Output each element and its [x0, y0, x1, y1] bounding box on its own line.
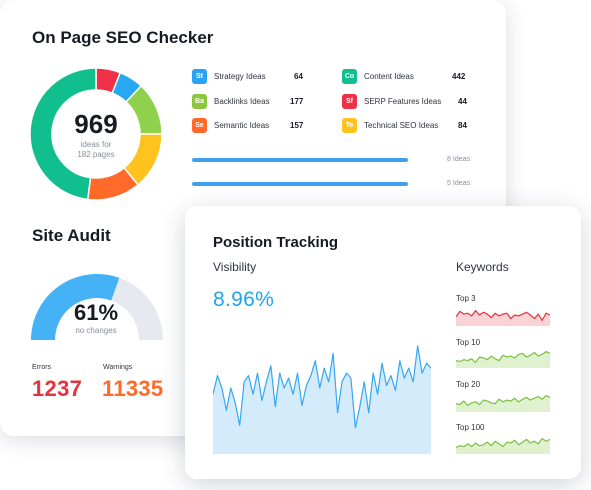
idea-count: 442 [452, 72, 466, 81]
idea-count: 177 [290, 97, 304, 106]
idea-semantic[interactable]: Se Semantic Ideas [192, 117, 269, 133]
serp-features-badge-icon: Sf [342, 93, 357, 109]
backlinks-badge-icon: Ba [192, 93, 207, 109]
ideas-total: 969 [74, 109, 118, 139]
idea-backlinks[interactable]: Ba Backlinks Ideas [192, 93, 270, 109]
idea-label: Semantic Ideas [214, 120, 270, 130]
idea-label: Content Ideas [364, 71, 414, 81]
keyword-top100-label: Top 100 [456, 423, 485, 432]
ideas-subtitle-line2: 182 pages [77, 150, 115, 159]
site-audit-title: Site Audit [32, 226, 111, 245]
errors-label: Errors [32, 364, 52, 371]
keyword-top3-label: Top 3 [456, 294, 476, 303]
idea-technical-seo[interactable]: Te Technical SEO Ideas [342, 117, 438, 133]
keyword-series-0-line [456, 309, 550, 321]
visibility-label: Visibility [213, 260, 257, 274]
idea-label: SERP Features Ideas [364, 96, 442, 106]
idea-label: Backlinks Ideas [214, 96, 270, 106]
idea-count: 84 [458, 121, 467, 130]
idea-strategy[interactable]: St Strategy Ideas [192, 68, 266, 84]
warnings-label: Warnings [103, 364, 133, 371]
keyword-top3-sparkline [456, 309, 550, 326]
keyword-top10-sparkline [456, 350, 550, 368]
idea-count: 64 [294, 72, 303, 81]
ideas-bar-label: 8 Ideas [447, 156, 470, 163]
keyword-top10-label: Top 10 [456, 338, 481, 347]
gauge-fill [31, 274, 120, 340]
keyword-series-1-line [456, 350, 550, 363]
keyword-series-2-area [456, 395, 550, 412]
keyword-series-3-area [456, 438, 550, 454]
content-badge-icon: Co [342, 68, 357, 84]
ideas-donut-chart [30, 68, 162, 200]
keyword-series-3-line [456, 437, 550, 449]
position-tracking-title: Position Tracking [213, 234, 339, 251]
technical-seo-badge-icon: Te [342, 117, 357, 133]
idea-label: Strategy Ideas [214, 71, 266, 81]
ideas-progress-bar [192, 182, 408, 186]
idea-serp-features[interactable]: Sf SERP Features Ideas [342, 93, 441, 109]
ideas-bar-label: 5 Ideas [447, 180, 470, 187]
keyword-series-2-line [456, 394, 550, 407]
seo-checker-title: On Page SEO Checker [32, 28, 214, 47]
errors-value: 1237 [32, 376, 83, 401]
keyword-series-1-area [456, 351, 550, 368]
semantic-badge-icon: Se [192, 117, 207, 133]
site-health-percent: 61% [73, 300, 119, 325]
strategy-badge-icon: St [192, 68, 207, 84]
warnings-value: 11335 [102, 376, 164, 401]
donut-segment-teal [30, 68, 97, 200]
idea-label: Technical SEO Ideas [364, 120, 439, 130]
site-health-subtitle: no changes [75, 326, 117, 335]
keyword-top20-label: Top 20 [456, 380, 481, 389]
ideas-progress-bar [192, 158, 408, 162]
ideas-subtitle-line1: ideas for [80, 140, 112, 149]
keyword-top20-sparkline [456, 394, 550, 412]
site-health-gauge [31, 274, 163, 340]
visibility-chart [213, 345, 431, 454]
visibility-series-line [213, 345, 431, 429]
visibility-series-area [213, 345, 431, 454]
idea-count: 157 [290, 121, 304, 130]
keywords-label: Keywords [456, 260, 509, 274]
ideas-subtitle: ideas for 182 pages [30, 140, 162, 160]
keyword-series-0-area [456, 310, 550, 326]
visibility-value: 8.96% [213, 288, 275, 311]
idea-count: 44 [458, 97, 467, 106]
keyword-top100-sparkline [456, 437, 550, 454]
idea-content[interactable]: Co Content Ideas [342, 68, 414, 84]
